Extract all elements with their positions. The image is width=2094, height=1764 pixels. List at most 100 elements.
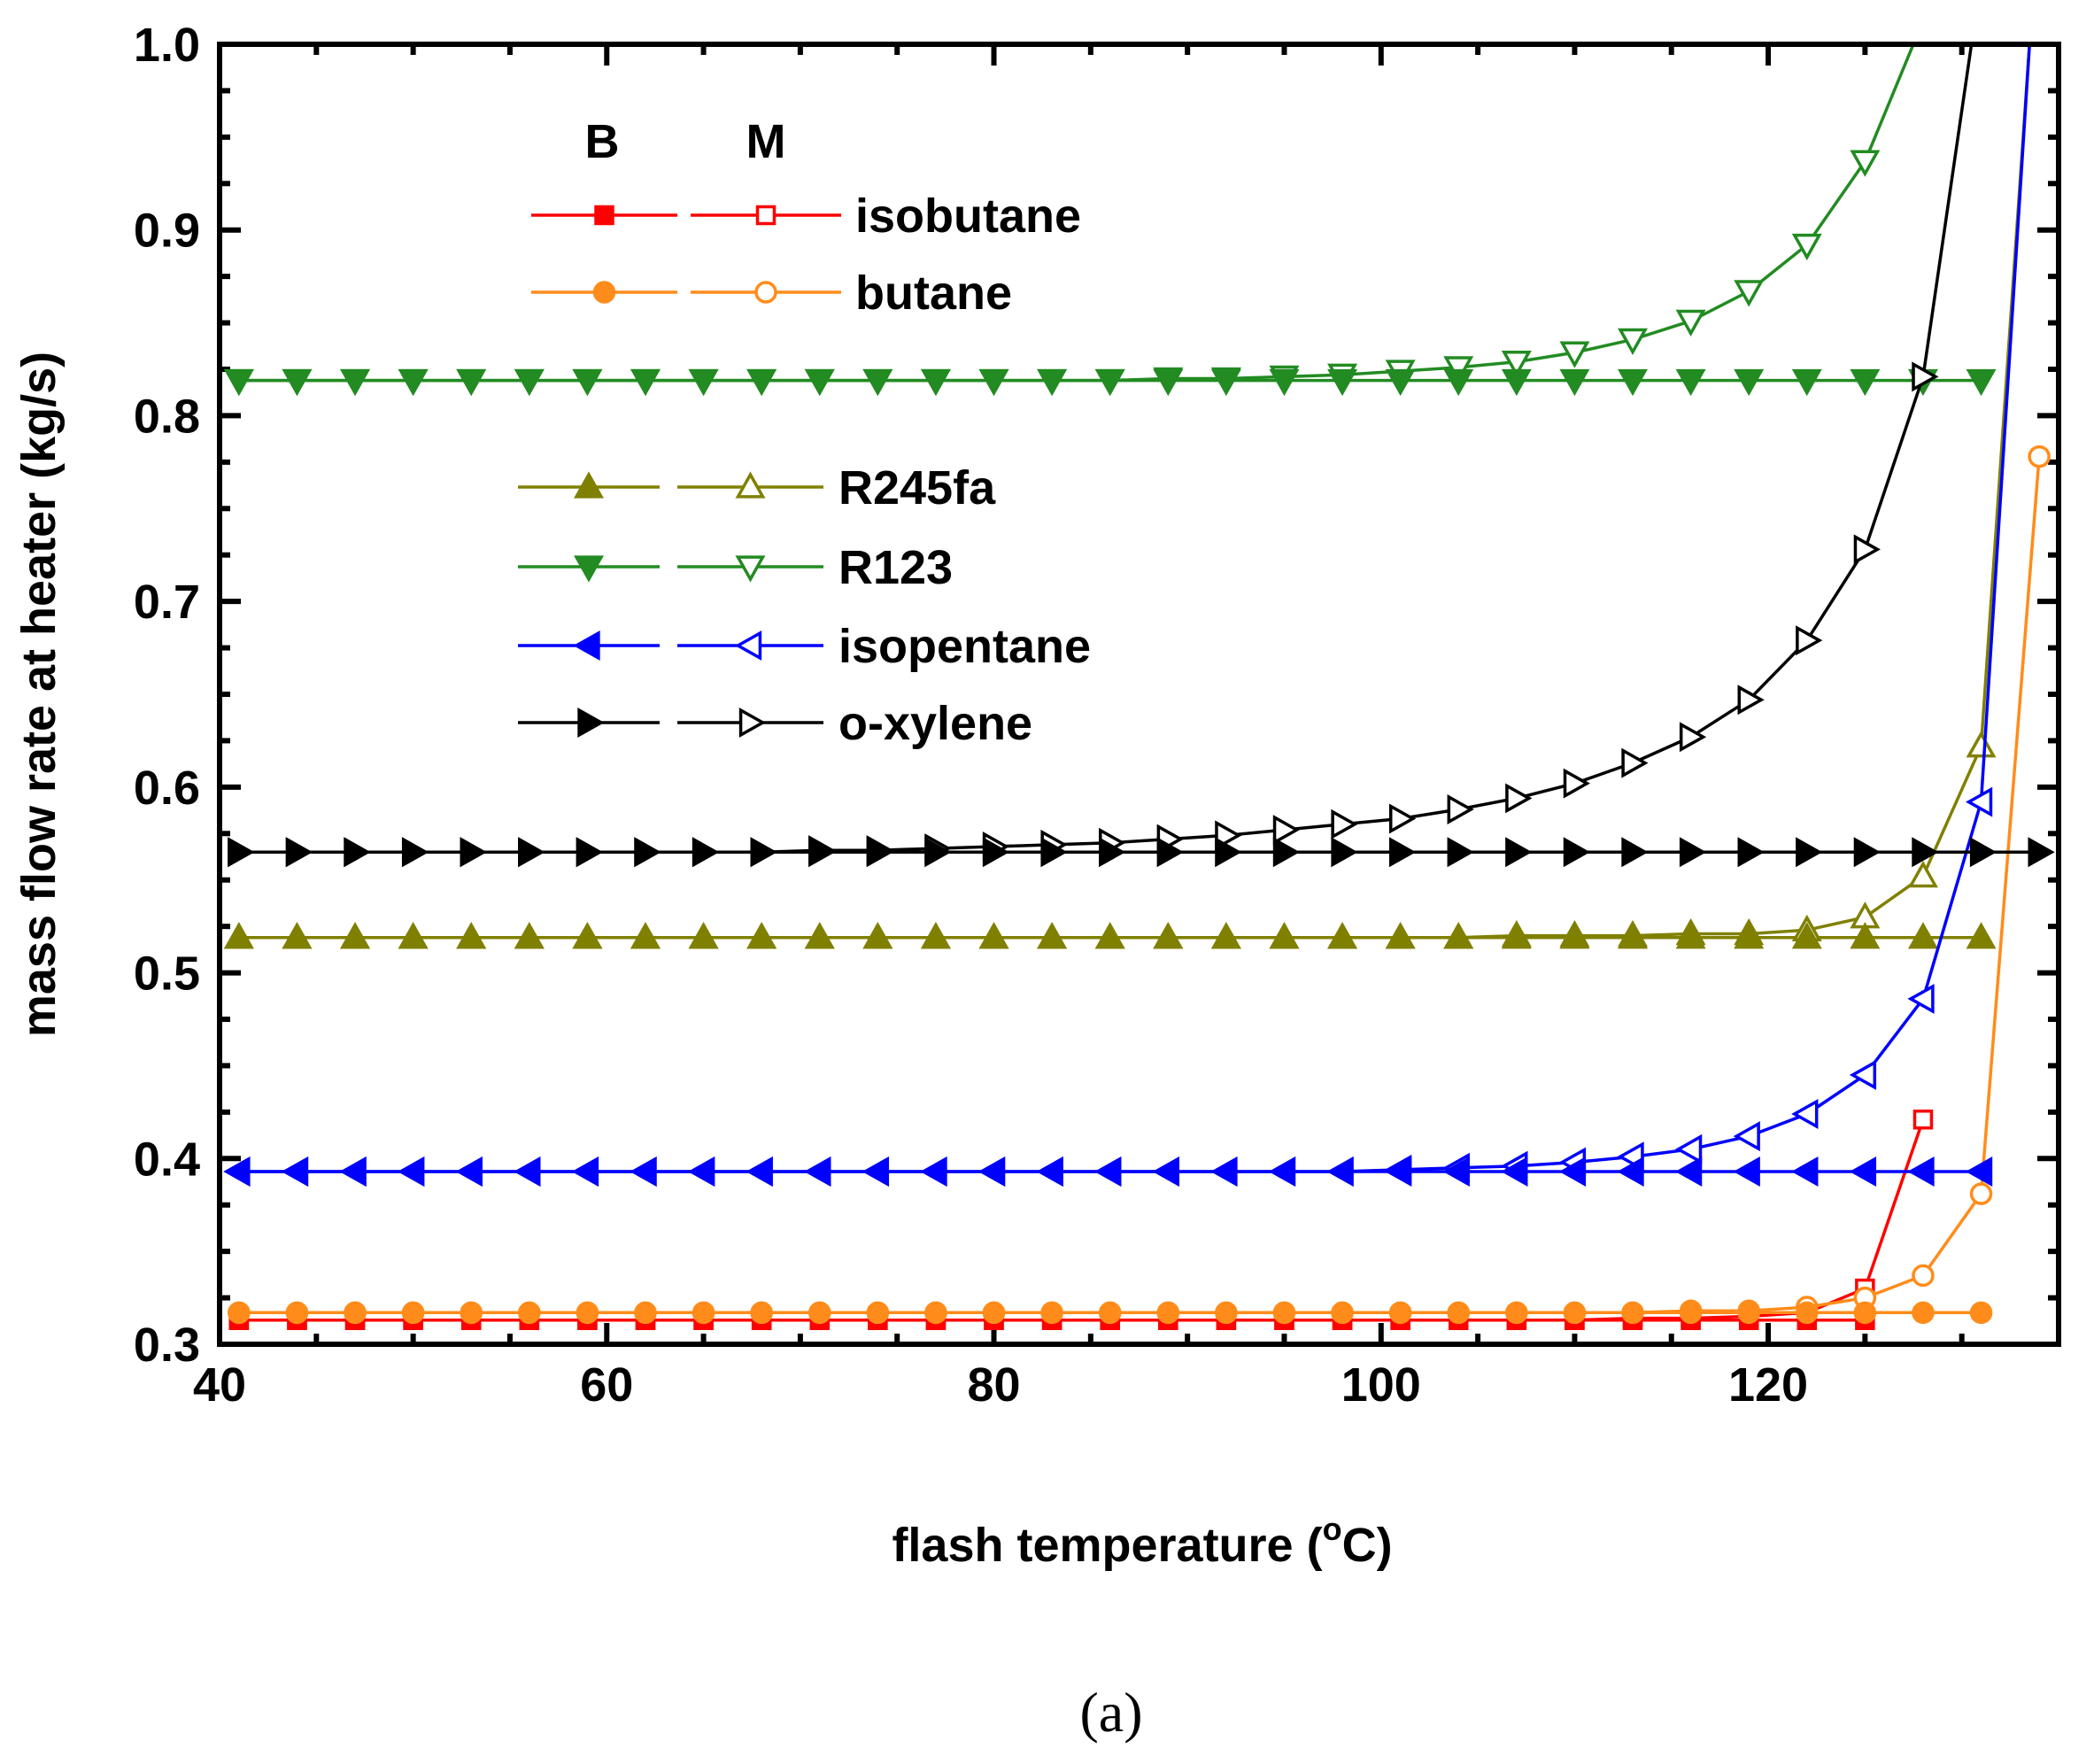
data-point-r123-m (1443, 356, 1474, 383)
legend-entry-o-xylene: o-xylene (518, 697, 1032, 750)
data-point-o-xylene-b (518, 837, 545, 868)
y-tick-label: 1.0 (134, 19, 200, 72)
data-point-isopentane-b (1965, 1156, 1993, 1187)
data-point-r245fa-b (282, 922, 313, 949)
data-point-r123-b (572, 368, 603, 397)
data-point-r245fa-b (1269, 922, 1300, 949)
data-point-isopentane-b (1036, 1156, 1063, 1187)
series-line-isopentane-m (238, 44, 2031, 1173)
data-point-r123-m (1791, 233, 1822, 261)
y-tick-label: 0.4 (134, 1133, 200, 1186)
y-axis-title: mass flow rate at heater (kg/s) (12, 352, 66, 1037)
data-point-butane-b (1853, 1301, 1877, 1325)
data-point-o-xylene-b (692, 837, 720, 868)
data-point-isopentane-b (688, 1156, 715, 1187)
data-point-isopentane-b (1385, 1156, 1412, 1187)
legend-label: butane (855, 267, 1012, 320)
data-point-o-xylene-b (1796, 837, 1823, 868)
data-point-r123-m (1618, 328, 1649, 356)
data-point-isopentane-b (1675, 1156, 1703, 1187)
series-line-r245fa-m (238, 44, 2031, 940)
data-point-r123-b (688, 368, 719, 397)
axis-ticks (217, 42, 2061, 1347)
data-point-r245fa-m (1907, 860, 1938, 888)
legend-marker-b (594, 205, 614, 226)
data-point-o-xylene-m (1912, 361, 1939, 392)
legend-entry-r123: R123 (518, 541, 953, 594)
data-point-r245fa-b (1210, 922, 1241, 949)
data-point-r123-b (340, 368, 371, 397)
data-point-butane-b (1737, 1301, 1760, 1325)
data-point-isopentane-b (746, 1156, 773, 1187)
data-point-r123-b (1269, 368, 1300, 397)
y-tick-label: 0.7 (134, 576, 200, 629)
data-point-o-xylene-b (1447, 837, 1474, 868)
data-point-isopentane-b (281, 1156, 309, 1187)
data-point-r123-b (630, 368, 661, 397)
data-point-butane-b (344, 1301, 367, 1325)
data-point-o-xylene-b (1040, 837, 1068, 868)
data-point-r245fa-b (572, 922, 603, 949)
legend-entry-isobutane: isobutane (531, 190, 1081, 243)
legend-marker-b (574, 555, 604, 583)
data-point-butane-b (1447, 1301, 1470, 1325)
series-line-isobutane-m (238, 1118, 1925, 1322)
x-axis-title-main: flash temperature ( (892, 1519, 1322, 1572)
data-point-butane-b (1388, 1301, 1412, 1325)
data-point-r245fa-b (398, 922, 429, 949)
data-point-isopentane-b (1849, 1156, 1877, 1187)
data-point-o-xylene-b (866, 837, 893, 868)
figure-caption: (a) (1079, 1681, 1142, 1744)
data-point-r123-m (1734, 280, 1765, 307)
data-point-r245fa-b (1734, 922, 1765, 949)
y-tick-label: 0.8 (134, 390, 200, 443)
legend-marker-b (592, 281, 616, 304)
data-point-o-xylene-b (228, 837, 255, 868)
x-axis-title: flash temperature (oC) (892, 1511, 1392, 1572)
data-point-isopentane-b (1442, 1156, 1470, 1187)
data-point-o-xylene-b (401, 837, 429, 868)
data-point-butane-b (1796, 1301, 1819, 1325)
plot-frame (217, 42, 2061, 1347)
data-point-butane-b (808, 1301, 831, 1325)
data-point-butane-b (460, 1301, 483, 1325)
series-line-butane-m (238, 456, 2041, 1315)
legend-entry-r245fa: R245fa (518, 461, 996, 514)
data-point-o-xylene-b (1679, 837, 1707, 868)
legend-marker-m (738, 708, 767, 738)
data-point-butane-b (1563, 1301, 1587, 1325)
data-point-butane-m (1912, 1264, 1935, 1288)
data-point-o-xylene-b (1912, 837, 1939, 868)
data-point-o-xylene-b (2028, 837, 2055, 868)
data-point-isopentane-b (339, 1156, 367, 1187)
data-point-o-xylene-b (1737, 837, 1765, 868)
data-point-o-xylene-m (1737, 685, 1765, 716)
data-point-r123-b (862, 368, 893, 397)
data-point-butane-b (982, 1301, 1006, 1325)
data-point-isopentane-m (1965, 786, 1993, 817)
data-point-butane-m (1969, 1182, 1993, 1205)
data-point-butane-b (576, 1301, 599, 1325)
data-point-o-xylene-m (1679, 722, 1707, 753)
data-point-isopentane-b (455, 1156, 483, 1187)
data-point-isopentane-b (862, 1156, 890, 1187)
data-point-o-xylene-m (1331, 808, 1358, 839)
data-point-r245fa-b (1791, 922, 1822, 949)
data-point-r245fa-b (1153, 922, 1184, 949)
legend-header-b: B (585, 115, 620, 168)
data-point-o-xylene-b (1215, 837, 1242, 868)
data-point-r245fa-b (1907, 922, 1938, 949)
data-point-isopentane-b (1094, 1156, 1122, 1187)
legend-label: R123 (838, 541, 953, 594)
data-point-isopentane-b (1210, 1156, 1238, 1187)
legend-marker-m (735, 555, 766, 583)
data-point-r123-b (978, 368, 1009, 397)
data-point-isopentane-b (1326, 1156, 1354, 1187)
legend-label: isopentane (838, 620, 1091, 673)
data-point-r123-b (804, 368, 835, 397)
data-point-butane-b (1215, 1301, 1238, 1325)
data-point-r123-b (1850, 368, 1881, 397)
data-point-isopentane-b (804, 1156, 831, 1187)
